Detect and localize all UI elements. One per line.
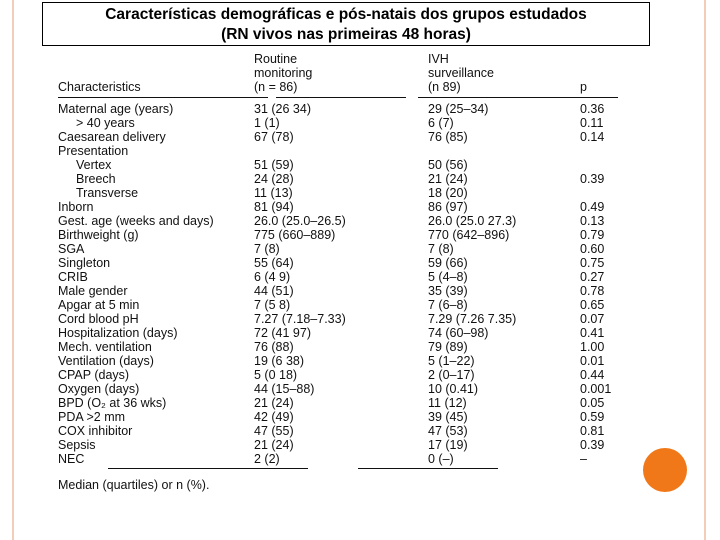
table-row: Sepsis 21 (24) 17 (19) 0.39 [58, 438, 605, 452]
footer-rule-1 [108, 468, 308, 469]
table-row: BPD (O₂ at 36 wks) 21 (24) 11 (12) 0.05 [58, 396, 605, 410]
table-row: CPAP (days) 5 (0 18) 2 (0–17) 0.44 [58, 368, 605, 382]
table-row: CRIB 6 (4 9) 5 (4–8) 0.27 [58, 270, 605, 284]
slide-title: Características demográficas e pós-natai… [42, 2, 650, 46]
table-row: NEC 2 (2) 0 (–) – [58, 452, 587, 466]
table-row: SGA 7 (8) 7 (8) 0.60 [58, 242, 605, 256]
table-row: Maternal age (years) 31 (26 34) 29 (25–3… [58, 102, 605, 116]
table-image: Routine IVH monitoring surveillance Char… [58, 52, 618, 512]
table-row: Mech. ventilation 76 (88) 79 (89) 1.00 [58, 340, 605, 354]
table-row: Caesarean delivery 67 (78) 76 (85) 0.14 [58, 130, 605, 144]
header-ivh-n: (n 89) [428, 80, 461, 94]
header-characteristics: Characteristics [58, 80, 141, 94]
table-row: Male gender 44 (51) 35 (39) 0.78 [58, 284, 605, 298]
table-row: Ventilation (days) 19 (6 38) 5 (1–22) 0.… [58, 354, 605, 368]
table-row: Apgar at 5 min 7 (5 8) 7 (6–8) 0.65 [58, 298, 605, 312]
table-row: Singleton 55 (64) 59 (66) 0.75 [58, 256, 605, 270]
footer-rule-2 [358, 468, 498, 469]
table-row: Breech 24 (28) 21 (24) 0.39 [76, 172, 605, 186]
table-row: Birthweight (g) 775 (660–889) 770 (642–8… [58, 228, 605, 242]
header-routine-line1: Routine [254, 52, 298, 66]
header-routine-n: (n = 86) [254, 80, 298, 94]
title-line-2: (RN vivos nas primeiras 48 horas) [221, 26, 471, 43]
table-footnote: Median (quartiles) or n (%). [58, 478, 210, 492]
header-row-1: Routine IVH [58, 52, 618, 66]
header-ivh-line1: IVH [428, 52, 449, 66]
table-row: Gest. age (weeks and days) 26.0 (25.0–26… [58, 214, 605, 228]
table-row: COX inhibitor 47 (55) 47 (53) 0.81 [58, 424, 605, 438]
title-line-1: Características demográficas e pós-natai… [105, 6, 587, 23]
header-rule-1 [58, 97, 268, 98]
table-row: Presentation [58, 144, 129, 158]
header-row-3: Characteristics (n = 86) (n 89) p [58, 80, 618, 94]
table-row: PDA >2 mm 42 (49) 39 (45) 0.59 [58, 410, 605, 424]
right-border-line [704, 0, 706, 540]
left-border-line [12, 0, 14, 540]
table-footnote-row: Median (quartiles) or n (%). [58, 478, 618, 492]
header-rule-3 [418, 97, 618, 98]
table-row: Inborn 81 (94) 86 (97) 0.49 [58, 200, 605, 214]
orange-circle-decoration [643, 448, 687, 492]
table-row: Oxygen (days) 44 (15–88) 10 (0.41) 0.001 [58, 382, 612, 396]
header-p: p [580, 80, 587, 94]
table-row: Hospitalization (days) 72 (41 97) 74 (60… [58, 326, 605, 340]
table-row: > 40 years 1 (1) 6 (7) 0.11 [76, 116, 604, 130]
header-rule-2 [276, 97, 406, 98]
table-row: Vertex 51 (59) 50 (56) [76, 158, 468, 172]
header-row-2: monitoring surveillance [58, 66, 618, 80]
table-row: Transverse 11 (13) 18 (20) [76, 186, 468, 200]
header-routine-line2: monitoring [254, 66, 313, 80]
header-ivh-line2: surveillance [428, 66, 495, 80]
table-row: Cord blood pH 7.27 (7.18–7.33) 7.29 (7.2… [58, 312, 605, 326]
